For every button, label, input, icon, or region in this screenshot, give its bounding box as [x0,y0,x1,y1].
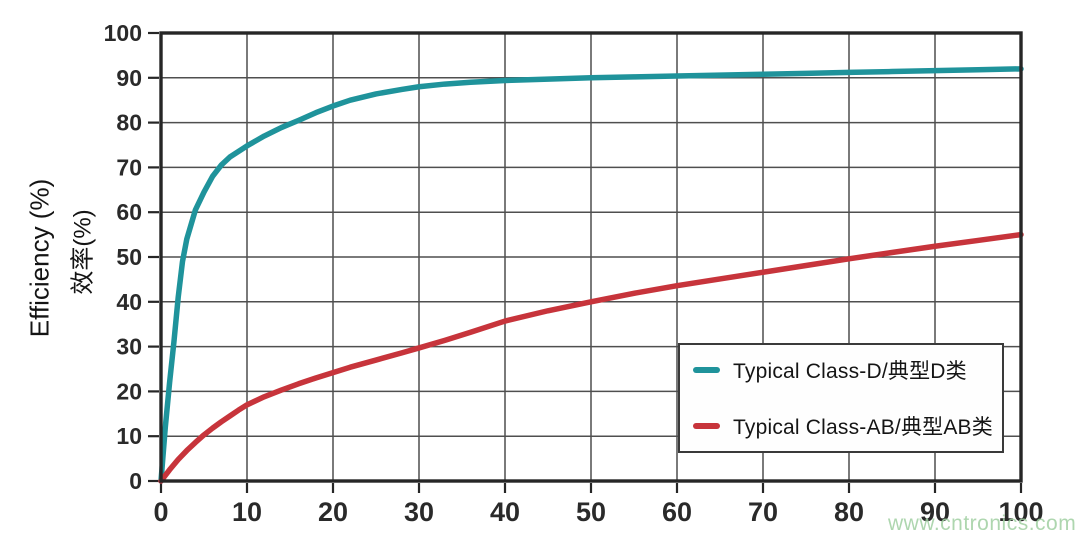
series-line-class-ab [158,231,1024,484]
y-tick-label: 30 [116,334,142,360]
x-tick-label: 90 [920,497,950,527]
x-tick-label: 60 [662,497,692,527]
class-d-line-swatch [693,367,720,373]
x-tick-label: 40 [490,497,520,527]
x-tick-label: 0 [153,497,168,527]
y-tick-label: 60 [116,199,142,225]
y-tick-label: 50 [116,244,142,270]
x-tick-label: 80 [834,497,864,527]
legend-label-class-ab: Typical Class-AB/典型AB类 [733,416,993,439]
x-tick-label: 70 [748,497,778,527]
y-tick-label: 100 [104,20,142,46]
class-ab-line-swatch [693,423,720,429]
legend-label-class-d: Typical Class-D/典型D类 [733,360,967,383]
legend: Typical Class-D/典型D类 Typical Class-AB/典型… [678,343,1004,453]
x-tick-label: 20 [318,497,348,527]
y-tick-label: 20 [116,378,142,404]
y-tick-label: 80 [116,110,142,136]
x-tick-label: 100 [998,497,1043,527]
series-line-class-d [158,66,1024,484]
watermark: www.cntronics.com [888,512,1077,535]
y-tick-label: 10 [116,423,142,449]
legend-item-class-ab: Typical Class-AB/典型AB类 [693,411,1002,441]
plot-frame [159,31,1023,483]
y-tick-label: 40 [116,289,142,315]
x-tick-label: 10 [232,497,262,527]
x-tick-label: 30 [404,497,434,527]
y-tick-label: 0 [129,468,142,494]
legend-item-class-d: Typical Class-D/典型D类 [693,355,1002,385]
y-tick-label: 70 [116,154,142,180]
y-tick-label: 90 [116,65,142,91]
x-tick-label: 50 [576,497,606,527]
